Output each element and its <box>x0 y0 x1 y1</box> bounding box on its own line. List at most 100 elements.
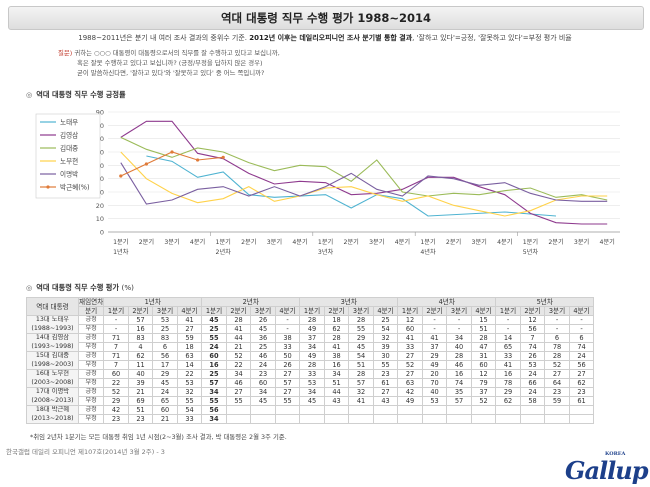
legend-label: 노무현 <box>60 158 78 166</box>
table-section-label: 역대 대통령 직무 수행 평가 <box>36 283 120 292</box>
table-cell: 59 <box>176 333 203 343</box>
table-cell: 26 <box>250 315 276 325</box>
table-cell <box>544 405 570 415</box>
row-label-positive: 긍정 <box>77 369 105 379</box>
question-block: 질문) 귀하는 ○○○ 대통령이 대통령으로서의 직무를 잘 수행하고 있다고 … <box>58 48 280 78</box>
legend-marker <box>46 185 50 189</box>
y-tick-label: 0 <box>100 229 104 237</box>
president-name: 15대 김대중 (1998~2003) <box>26 351 79 370</box>
header-year: 1년차 <box>103 297 203 307</box>
table-cell: 55 <box>225 396 252 406</box>
table-cell: 62 <box>568 378 595 388</box>
table-cell: 24 <box>201 342 227 352</box>
table-section-title: ◎ 역대 대통령 직무 수행 평가 (%) <box>26 283 134 293</box>
table-cell <box>250 414 276 424</box>
table-cell: 24 <box>568 351 595 361</box>
header-year: 4년차 <box>397 297 497 307</box>
table-cell: 15 <box>470 315 497 325</box>
table-cell: 29 <box>103 396 129 406</box>
table-cell: 54 <box>348 351 374 361</box>
table-cell: 12 <box>397 315 423 325</box>
x-tick-label: 3분기 <box>472 238 487 246</box>
table-cell: 22 <box>225 360 252 370</box>
header-quarter-cell: 1분기 <box>299 306 325 316</box>
table-cell: 27 <box>274 369 301 379</box>
header-quarter-cell: 4분기 <box>274 306 301 316</box>
approval-line-chart: 01020304050607080901분기1년차2분기3분기4분기1분기2년차… <box>35 109 620 256</box>
table-cell: - <box>103 315 129 325</box>
table-cell: 43 <box>372 396 399 406</box>
table-cell: 14 <box>495 333 521 343</box>
table-cell: 40 <box>446 342 472 352</box>
table-cell: - <box>495 315 521 325</box>
table-cell: 60 <box>250 378 276 388</box>
table-cell: 78 <box>544 342 570 352</box>
table-cell: 79 <box>470 378 497 388</box>
table-cell: - <box>568 324 595 334</box>
table-cell: 23 <box>568 387 595 397</box>
row-label-positive: 긍정 <box>77 405 105 415</box>
header-quarter-cell: 2분기 <box>519 306 546 316</box>
table-cell: 55 <box>372 360 399 370</box>
table-cell <box>323 414 350 424</box>
x-tick-label: 1분기 <box>318 238 333 246</box>
table-cell: 62 <box>495 396 521 406</box>
table-cell: 51 <box>348 360 374 370</box>
header-quarter-cell: 3분기 <box>544 306 570 316</box>
header-quarter-cell: 3분기 <box>250 306 276 316</box>
series-point-박근혜 <box>119 174 123 178</box>
table-cell: 52 <box>397 360 423 370</box>
header-quarter: 분기 <box>77 306 105 316</box>
table-cell: 27 <box>274 387 301 397</box>
table-cell: 40 <box>127 369 154 379</box>
x-group-label: 5년차 <box>523 248 539 256</box>
table-cell: 55 <box>274 396 301 406</box>
logo-korea: KOREA <box>605 451 626 457</box>
table-row-negative: 부정 7 11 17 14 16 22 24 26 28 16 51 55 52 49 46 60 41 53 52 5… <box>27 360 595 370</box>
table-cell: 63 <box>397 378 423 388</box>
table-cell: 44 <box>225 333 252 343</box>
table-cell: 42 <box>397 387 423 397</box>
table-cell: 60 <box>201 351 227 361</box>
table-cell: 74 <box>446 378 472 388</box>
table-cell: 18 <box>323 315 350 325</box>
table-cell: 25 <box>152 324 178 334</box>
table-cell: 23 <box>250 369 276 379</box>
header-quarter-cell: 3분기 <box>446 306 472 316</box>
table-cell: 27 <box>397 369 423 379</box>
table-cell: 78 <box>495 378 521 388</box>
logo-text: Gallup <box>565 456 649 485</box>
table-cell: 66 <box>519 378 546 388</box>
table-row-positive: 18대 박근혜 (2013~2018) 긍정 42 51 60 54 56 <box>26 405 595 424</box>
row-label-negative: 부정 <box>77 342 105 352</box>
table-cell: 57 <box>127 315 154 325</box>
section-bullet-icon: ◎ <box>26 283 33 292</box>
x-tick-label: 4분기 <box>190 238 205 246</box>
table-cell: 37 <box>470 387 497 397</box>
x-group-label: 4년차 <box>420 248 436 256</box>
table-cell: 24 <box>519 369 546 379</box>
table-cell: 63 <box>176 351 203 361</box>
table-cell: 32 <box>372 333 399 343</box>
table-cell: 23 <box>372 369 399 379</box>
table-cell: 51 <box>127 405 154 415</box>
row-label-positive: 긍정 <box>77 387 105 397</box>
header-term-year: 재임연차 <box>77 297 105 307</box>
x-tick-label: 1분기 <box>523 238 538 246</box>
table-cell <box>348 414 374 424</box>
page-title: 역대 대통령 직무 수행 평가 1988~2014 <box>8 6 644 30</box>
table-cell: 24 <box>250 360 276 370</box>
x-tick-label: 2분기 <box>548 238 563 246</box>
table-cell <box>299 414 325 424</box>
table-cell <box>274 414 301 424</box>
table-cell: 16 <box>495 369 521 379</box>
table-cell: 45 <box>299 396 325 406</box>
table-cell: 28 <box>299 360 325 370</box>
table-cell: 28 <box>348 369 374 379</box>
table-cell <box>348 405 374 415</box>
gallup-logo: Gallup KOREA <box>565 451 649 485</box>
table-cell <box>519 414 546 424</box>
table-cell: 16 <box>323 360 350 370</box>
table-cell: 24 <box>519 387 546 397</box>
series-point-박근혜 <box>144 162 148 166</box>
